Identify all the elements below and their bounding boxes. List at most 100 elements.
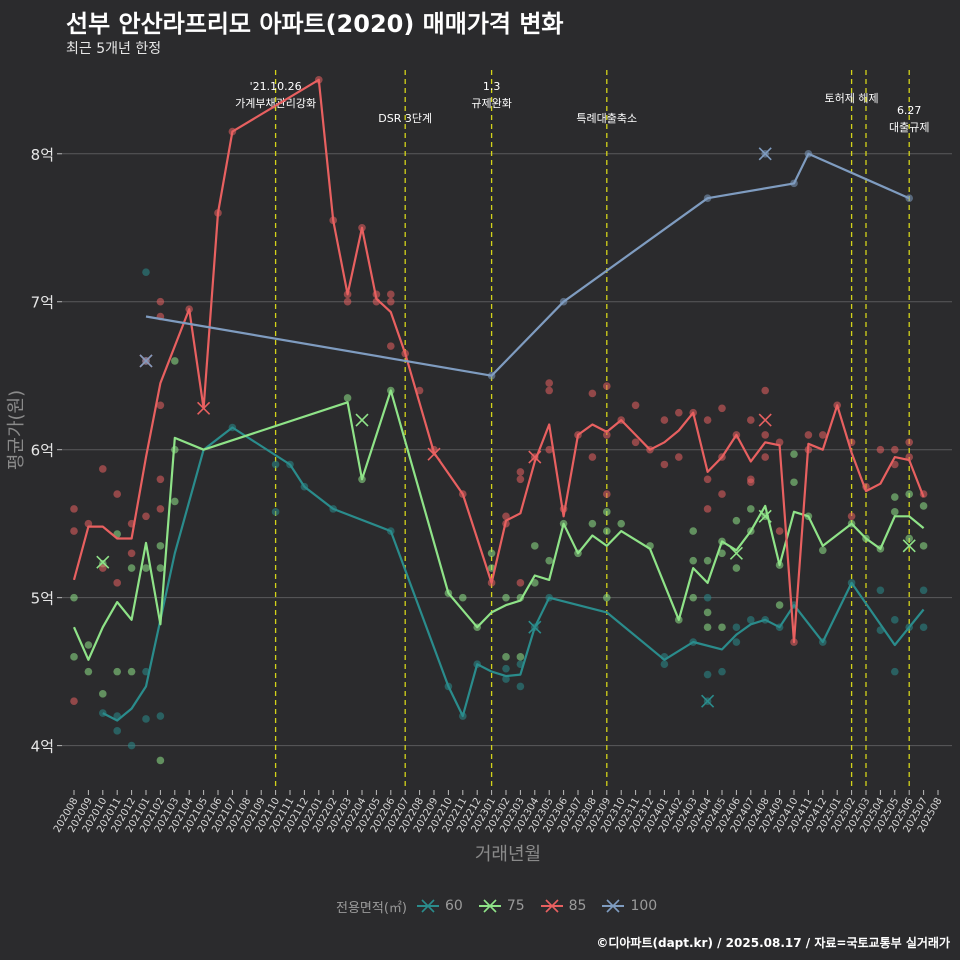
x-marker-75 — [758, 509, 772, 523]
data-point-85 — [660, 460, 669, 469]
data-point-75 — [689, 556, 697, 565]
data-point-85 — [747, 416, 755, 424]
data-point-60 — [142, 715, 150, 723]
data-point-85 — [660, 416, 669, 424]
data-point-85 — [70, 697, 78, 706]
data-point-85 — [761, 386, 769, 395]
data-point-85 — [891, 445, 899, 454]
legend-label-75: 75 — [506, 898, 525, 914]
event-label-line: DSR 3단계 — [378, 112, 432, 125]
data-point-85 — [113, 490, 121, 498]
data-point-85 — [156, 401, 165, 410]
x-marker-85 — [528, 450, 542, 464]
event-label-line: 특례대출축소 — [576, 112, 637, 125]
data-point-85 — [747, 478, 755, 487]
data-point-85 — [387, 297, 395, 306]
data-point-85 — [113, 579, 121, 587]
data-point-85 — [847, 512, 856, 521]
data-point-75 — [142, 564, 150, 572]
data-point-60 — [502, 664, 510, 673]
legend-item-100[interactable]: 100 — [602, 896, 657, 916]
event-label-line: 6.27 — [897, 104, 922, 117]
data-point-75 — [502, 653, 510, 661]
data-point-60 — [660, 660, 669, 669]
data-point-85 — [703, 416, 712, 424]
data-point-60 — [113, 727, 121, 735]
data-point-75 — [487, 549, 496, 558]
data-point-75 — [790, 450, 798, 458]
data-point-75 — [99, 690, 107, 698]
data-point-75 — [502, 593, 510, 602]
series-lines — [72, 78, 925, 722]
event-label: 특례대출축소 — [576, 112, 637, 125]
data-point-60 — [271, 508, 280, 516]
x-marker-75 — [355, 413, 369, 427]
data-point-60 — [156, 712, 165, 720]
y-tick-label: 4억 — [31, 738, 54, 756]
data-point-60 — [891, 616, 899, 624]
data-point-85 — [502, 512, 510, 521]
series-line-85 — [72, 78, 925, 644]
event-label-line: 가계부채관리강화 — [235, 97, 316, 110]
data-point-75 — [905, 490, 913, 498]
data-point-60 — [919, 586, 928, 595]
data-point-85 — [156, 505, 165, 513]
data-point-75 — [919, 542, 928, 550]
y-tick-label: 6억 — [31, 442, 54, 460]
data-point-85 — [761, 431, 769, 439]
event-label-line: 대출규제 — [889, 121, 929, 134]
x-marker-60 — [528, 620, 542, 634]
chart-subtitle: 최근 5개년 한정 — [66, 41, 162, 57]
data-point-75 — [603, 593, 611, 602]
data-point-85 — [387, 290, 395, 299]
data-point-60 — [516, 682, 525, 691]
data-point-75 — [84, 667, 93, 676]
legend-label-100: 100 — [630, 898, 658, 914]
x-marker-60 — [701, 694, 715, 708]
legend-key-100 — [602, 896, 625, 916]
legend-title: 전용면적(㎡) — [336, 900, 407, 916]
data-point-85 — [156, 475, 165, 484]
data-point-85 — [718, 404, 726, 413]
y-tick-label: 8억 — [31, 146, 54, 164]
data-point-75 — [603, 508, 611, 516]
data-point-85 — [415, 386, 424, 395]
data-point-75 — [588, 519, 597, 528]
data-point-85 — [675, 408, 683, 417]
data-point-85 — [156, 297, 165, 306]
x-marker-100 — [139, 354, 153, 368]
x-marker-75 — [729, 546, 743, 560]
data-point-85 — [631, 401, 640, 410]
legend-label-60: 60 — [444, 898, 463, 914]
data-point-85 — [99, 465, 107, 473]
data-point-60 — [703, 670, 712, 679]
data-point-85 — [516, 579, 525, 587]
event-label-line: '21.10.26 — [250, 80, 302, 93]
data-point-85 — [516, 468, 525, 476]
x-marker-85 — [758, 413, 772, 427]
data-point-75 — [689, 593, 697, 602]
data-point-75 — [113, 667, 121, 676]
data-point-75 — [545, 556, 553, 565]
chart-title: 선부 안산라프리모 아파트(2020) 매매가격 변화 — [66, 10, 564, 38]
data-point-85 — [516, 475, 525, 484]
data-point-75 — [603, 527, 611, 535]
x-marker-85 — [427, 447, 441, 461]
data-point-60 — [732, 623, 741, 632]
data-point-85 — [588, 453, 597, 461]
data-point-85 — [819, 431, 827, 439]
x-marker-75 — [96, 555, 110, 569]
data-points — [70, 75, 928, 765]
event-label: DSR 3단계 — [378, 112, 432, 125]
legend-item-60[interactable]: 60 — [416, 896, 463, 916]
data-point-85 — [775, 527, 784, 535]
legend-item-75[interactable]: 75 — [478, 896, 525, 916]
data-point-85 — [127, 549, 136, 558]
y-tick-label: 5억 — [31, 590, 54, 608]
legend-item-85[interactable]: 85 — [540, 896, 586, 916]
data-point-85 — [905, 438, 913, 447]
data-point-75 — [718, 549, 726, 558]
data-point-85 — [703, 505, 712, 513]
series-line-100 — [145, 152, 910, 377]
